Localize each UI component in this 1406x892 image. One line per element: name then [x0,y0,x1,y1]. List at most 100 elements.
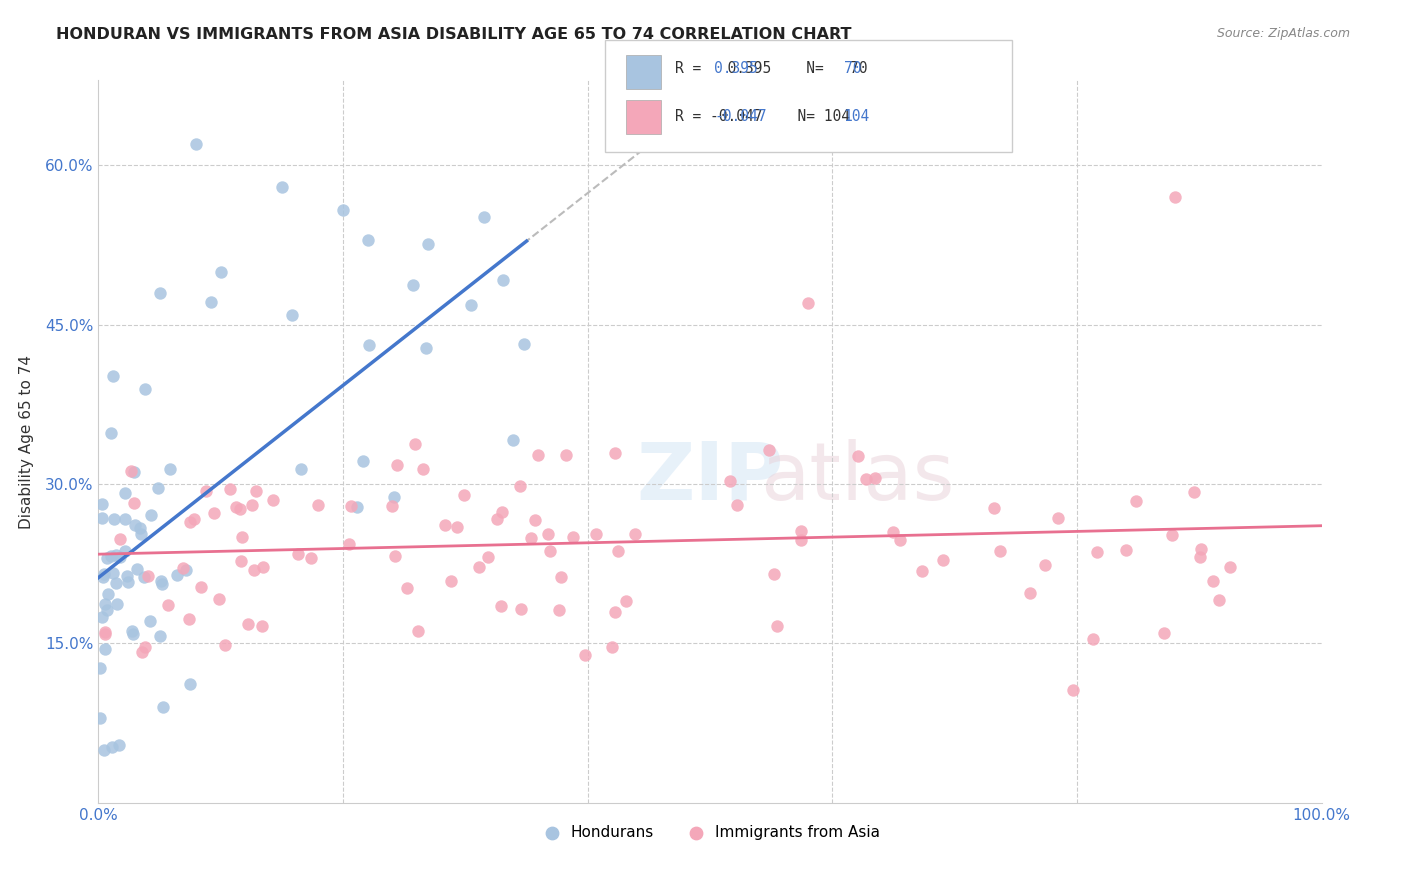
Point [214,638,236,652]
Point [931,553,953,567]
Point [166,568,188,582]
Point [790,524,813,538]
Point [156,598,179,612]
Point [150,574,173,588]
Point [547,602,569,616]
Point [555,448,578,462]
Point [149,629,172,643]
Point [183,512,205,526]
Point [472,211,495,225]
Point [280,308,302,322]
Point [614,594,637,608]
Point [122,465,145,479]
Point [96,603,118,617]
Point [381,499,404,513]
Text: HONDURAN VS IMMIGRANTS FROM ASIA DISABILITY AGE 65 TO 74 CORRELATION CHART: HONDURAN VS IMMIGRANTS FROM ASIA DISABIL… [56,27,852,42]
Point [332,203,354,218]
Point [408,624,430,638]
Point [415,341,437,355]
Point [846,449,869,463]
Point [114,486,136,500]
Point [90,497,112,511]
Point [252,560,274,574]
Point [91,610,114,624]
Point [863,471,886,485]
Point [538,544,561,558]
Point [983,500,1005,515]
Point [229,502,252,516]
Point [93,567,115,582]
Point [600,640,623,655]
Point [412,462,434,476]
Point [122,627,145,641]
Point [209,264,232,278]
Point [489,599,512,613]
Point [236,617,259,632]
Point [159,461,181,475]
Point [1189,542,1212,557]
Point [446,520,468,534]
Point [139,615,162,629]
Point [520,531,543,545]
Point [270,179,294,194]
Point [100,426,122,441]
Point [1033,558,1056,573]
Point [509,602,531,616]
Point [149,285,172,300]
Point [195,483,218,498]
Point [485,512,508,526]
Point [134,640,156,654]
Point [395,582,418,596]
Point [524,513,547,527]
Point [356,233,378,247]
Legend: Hondurans, Immigrants from Asia: Hondurans, Immigrants from Asia [534,819,886,846]
Point [352,454,374,468]
Point [129,527,152,541]
Point [1164,190,1187,204]
Text: R = -0.047    N= 104: R = -0.047 N= 104 [675,110,849,124]
Point [1208,593,1230,607]
Point [101,566,124,580]
Text: -0.047: -0.047 [714,110,766,124]
Point [585,526,607,541]
Point [94,597,117,611]
Point [172,561,194,575]
Point [114,512,136,526]
Point [1062,682,1084,697]
Point [128,521,150,535]
Point [96,550,118,565]
Point [467,559,489,574]
Text: R =   0.395    N=   70: R = 0.395 N= 70 [675,62,868,76]
Point [229,554,252,568]
Point [91,570,114,584]
Point [93,742,115,756]
Point [104,575,127,590]
Point [219,482,242,496]
Point [138,569,160,583]
Point [225,500,247,514]
Point [245,484,267,499]
Point [512,336,534,351]
Point [94,641,117,656]
Point [131,645,153,659]
Point [1125,494,1147,508]
Point [1115,543,1137,558]
Point [337,537,360,551]
Text: 70: 70 [844,62,860,76]
Point [100,549,122,564]
Point [103,512,125,526]
Point [404,436,426,450]
Point [725,499,748,513]
Point [433,518,456,533]
Point [134,570,156,584]
Point [139,508,162,522]
Point [491,505,513,519]
Point [359,338,381,352]
Point [605,605,627,619]
Y-axis label: Disability Age 65 to 74: Disability Age 65 to 74 [18,354,34,529]
Point [1081,632,1104,646]
Point [624,527,647,541]
Point [134,382,156,396]
Point [402,278,425,293]
Point [382,491,405,505]
